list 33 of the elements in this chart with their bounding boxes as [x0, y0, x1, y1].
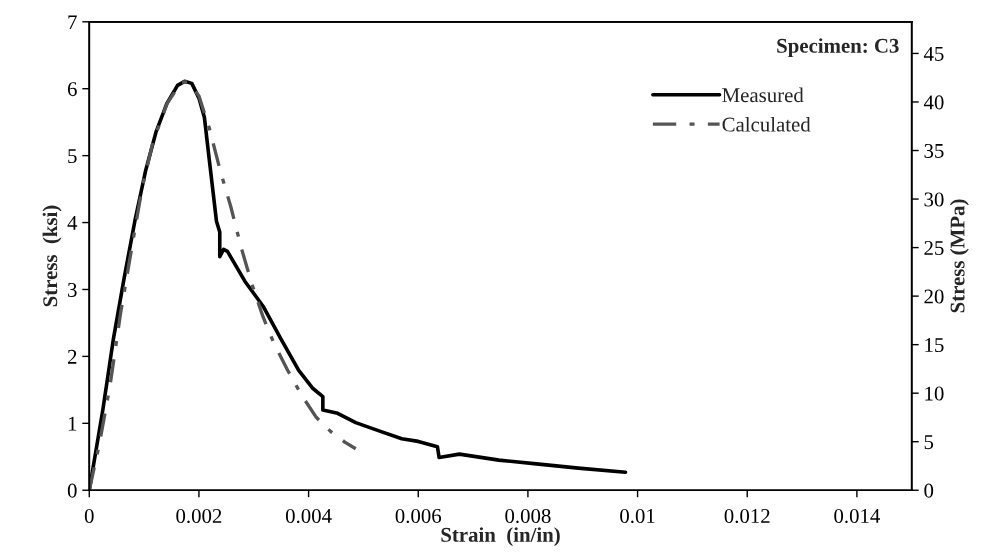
y-tick-label: 3 [68, 282, 77, 297]
y2-tick-label: 45 [923, 46, 944, 61]
y2-tick-label: 40 [923, 95, 944, 110]
x-axis-title: Strain (in/in) [441, 527, 560, 547]
y2-tick-label: 15 [925, 338, 944, 353]
y-tick-label: 7 [68, 15, 77, 30]
x-tick-label: 0.014 [834, 508, 881, 524]
y-tick-label: 6 [67, 82, 77, 97]
legend-label: Measured [722, 87, 804, 103]
y2-tick-label: 20 [924, 289, 944, 304]
annotation: Specimen: C3 [777, 38, 899, 58]
y2-axis-title: Stress (MPa) [949, 199, 969, 313]
y-tick-label: 0 [67, 483, 77, 498]
y2-tick-label: 0 [924, 483, 934, 498]
x-tick-label: 0.004 [285, 508, 332, 524]
x-tick-label: 0 [84, 508, 94, 523]
x-tick-label: 0.01 [620, 508, 655, 524]
y2-tick-label: 10 [925, 386, 944, 401]
x-tick-label: 0.008 [505, 508, 551, 524]
y-tick-label: 1 [68, 416, 77, 431]
x-tick-label: 0.012 [724, 508, 770, 524]
y-axis-title: Stress (ksi) [42, 205, 62, 307]
y-tick-label: 4 [67, 216, 78, 230]
y-tick-label: 2 [67, 349, 77, 364]
y2-tick-label: 25 [924, 241, 944, 256]
y2-tick-label: 5 [924, 435, 934, 450]
x-tick-label: 0.002 [176, 508, 222, 524]
y2-tick-label: 35 [924, 143, 944, 158]
line-series [89, 80, 358, 491]
y-tick-label: 5 [68, 149, 77, 164]
x-tick-label: 0.006 [395, 508, 442, 524]
y2-tick-label: 30 [924, 192, 944, 207]
legend-label: Calculated [722, 116, 811, 132]
